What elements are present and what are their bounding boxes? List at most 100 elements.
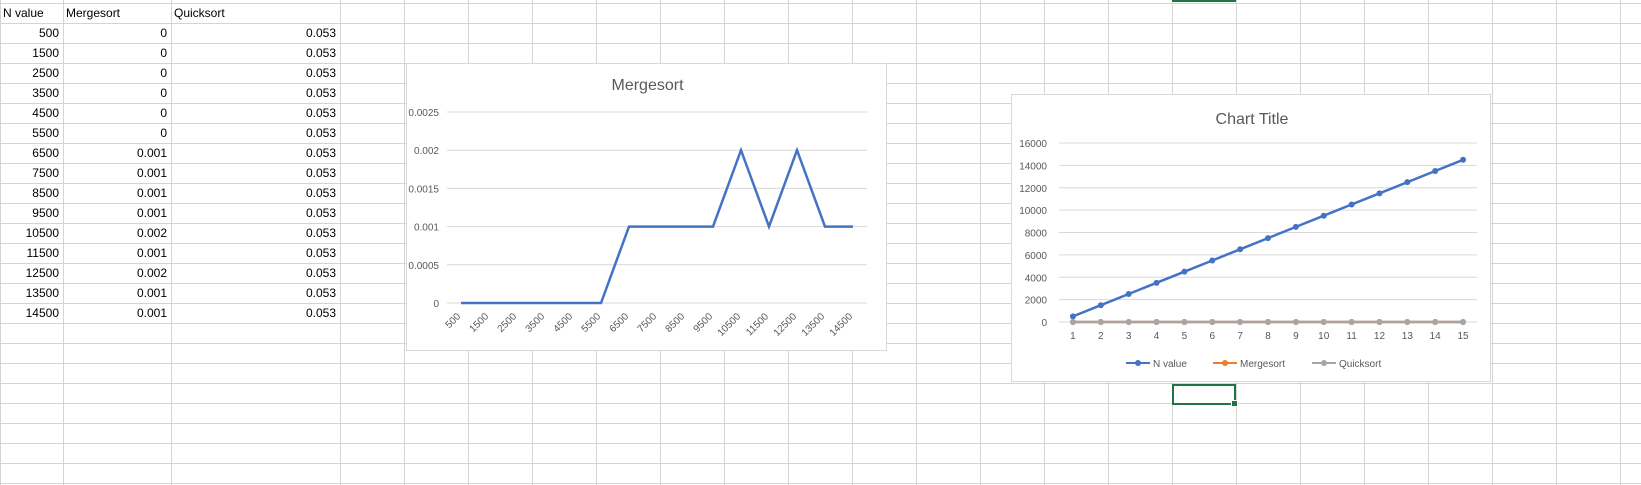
x-tick-label: 12 [1374,331,1386,342]
table-cell[interactable]: 0.053 [305,246,336,260]
table-cell[interactable]: 9500 [32,206,59,220]
table-cell[interactable]: 0.053 [305,46,336,60]
x-tick-label: 11500 [744,311,771,338]
table-cell[interactable]: 0.001 [136,186,167,200]
table-cell[interactable]: 13500 [25,286,59,300]
table-cell[interactable]: 0.001 [136,166,167,180]
header-cell[interactable]: N value [3,6,44,20]
data-point [1181,268,1188,275]
table-cell[interactable]: 0.001 [136,286,167,300]
table-cell[interactable]: 14500 [25,306,59,320]
x-tick-label: 3 [1126,331,1132,342]
data-point [1125,318,1132,325]
table-cell[interactable]: 0.053 [305,26,336,40]
legend-label: N value [1153,359,1187,370]
table-cell[interactable]: 0 [160,86,167,100]
x-tick-label: 4500 [552,311,576,335]
data-point [1097,318,1104,325]
data-point [1292,318,1299,325]
table-cell[interactable]: 0.053 [305,286,336,300]
y-tick-label: 0.002 [414,146,439,157]
x-tick-label: 1500 [468,311,492,335]
x-tick-label: 2500 [496,311,520,335]
table-cell[interactable]: 0 [160,126,167,140]
table-cell[interactable]: 0.001 [136,246,167,260]
table-cell[interactable]: 0.053 [305,106,336,120]
x-tick-label: 10 [1318,331,1330,342]
x-tick-label: 14500 [828,311,856,339]
data-point [1376,318,1383,325]
table-cell[interactable]: 8500 [32,186,59,200]
table-cell[interactable]: 1500 [32,46,59,60]
x-tick-label: 5 [1182,331,1188,342]
table-cell[interactable]: 2500 [32,66,59,80]
data-point [1237,318,1244,325]
data-point [1404,179,1411,186]
table-cell[interactable]: 0.053 [305,126,336,140]
data-point [1237,246,1244,253]
data-point [1265,318,1271,325]
data-point [1432,318,1439,325]
table-cell[interactable]: 12500 [25,266,59,280]
table-cell[interactable]: 0.002 [136,226,167,240]
table-cell[interactable]: 0.053 [305,266,336,280]
x-tick-label: 6500 [608,311,632,335]
x-tick-label: 5500 [580,311,604,335]
x-tick-label: 13 [1402,331,1414,342]
table-cell[interactable]: 0.053 [305,206,336,220]
table-cell[interactable]: 0 [160,66,167,80]
table-cell[interactable]: 0.001 [136,306,167,320]
table-cell[interactable]: 0 [160,46,167,60]
x-tick-label: 3500 [524,311,548,335]
x-tick-label: 4 [1154,331,1160,342]
table-cell[interactable]: 0.001 [136,146,167,160]
table-cell[interactable]: 0.053 [305,306,336,320]
header-cell[interactable]: Quicksort [174,6,225,20]
data-point [1125,291,1132,298]
table-cell[interactable]: 0.053 [305,186,336,200]
table-cell[interactable]: 0.053 [305,166,336,180]
active-cell-selection[interactable] [1172,384,1238,407]
table-cell[interactable]: 5500 [32,126,59,140]
x-tick-label: 10500 [716,311,744,339]
table-cell[interactable]: 0.002 [136,266,167,280]
table-cell[interactable]: 0.001 [136,206,167,220]
fill-handle[interactable] [1231,400,1238,407]
table-cell[interactable]: 0.053 [305,86,336,100]
data-point [1320,212,1327,219]
table-cell[interactable]: 0.053 [305,146,336,160]
header-cell[interactable]: Mergesort [66,6,121,20]
y-tick-label: 0 [1041,318,1047,329]
y-tick-label: 0.001 [414,223,439,234]
table-cell[interactable]: 0 [160,106,167,120]
data-point [1404,318,1411,325]
table-cell[interactable]: 0.053 [305,66,336,80]
y-tick-label: 16000 [1019,139,1047,150]
combined-line-chart[interactable]: Chart Title 0 2000 4000 6000 8000 10000 12000 14… [1011,94,1491,382]
x-tick-label: 13500 [800,311,828,339]
y-tick-label: 0.0025 [408,108,439,119]
table-cell[interactable]: 0 [160,26,167,40]
table-cell[interactable]: 7500 [32,166,59,180]
legend-label: Mergesort [1240,359,1285,370]
mergesort-chart[interactable]: Mergesort 0 0.0005 0.001 0.0015 0.002 0.0025 50… [406,63,887,351]
data-point [1097,302,1104,309]
y-tick-label: 6000 [1025,251,1048,262]
series-line [461,146,853,305]
y-tick-label: 0.0005 [408,261,439,272]
data-point [1292,223,1299,230]
table-cell[interactable]: 4500 [32,106,59,120]
x-tick-label: 6 [1209,331,1215,342]
table-cell[interactable]: 6500 [32,146,59,160]
x-tick-label: 2 [1098,331,1104,342]
table-cell[interactable]: 11500 [26,246,59,260]
x-tick-label: 1 [1070,331,1076,342]
table-cell[interactable]: 3500 [32,86,59,100]
data-point [1432,167,1439,174]
y-tick-label: 12000 [1019,184,1047,195]
legend-label: Quicksort [1339,359,1381,370]
table-cell[interactable]: 0.053 [305,226,336,240]
table-cell[interactable]: 500 [38,26,59,40]
y-tick-label: 0.0015 [408,184,439,195]
table-cell[interactable]: 10500 [25,226,59,240]
